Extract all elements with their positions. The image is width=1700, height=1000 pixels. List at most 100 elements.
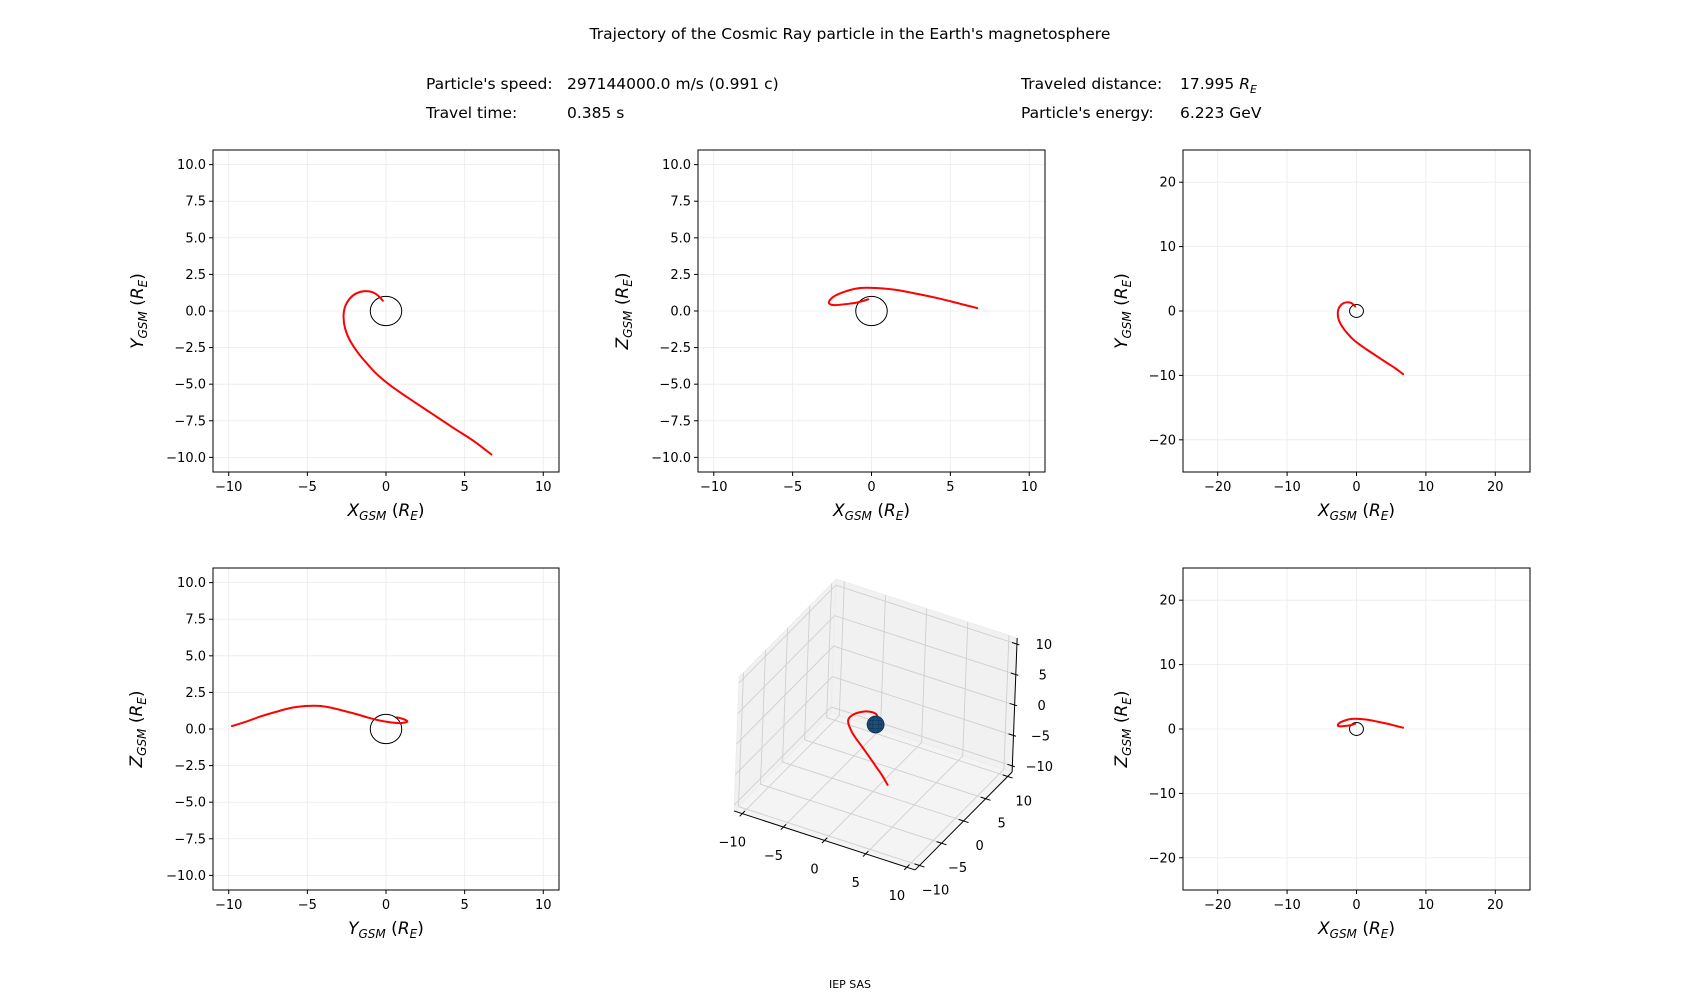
axis-var-subscript: GSM (1120, 728, 1134, 756)
panel-yz-3: −10 −5 0 5 10 −10.0 −7.5 −5.0 −2.5 0.0 2.5 5.0 7.5 10… (127, 567, 560, 941)
axis-var-subscript: GSM (1120, 311, 1134, 339)
x-tick-label: −10 (1273, 480, 1300, 495)
x-tick-label: 0 (382, 480, 390, 495)
figure-title: Trajectory of the Cosmic Ray particle in… (589, 25, 1111, 43)
speed-value: 297144000.0 m/s (0.991 c) (567, 75, 779, 93)
axis-unit-subscript: E (1381, 927, 1389, 941)
axis-unit: R (1112, 287, 1132, 299)
trajectory-line (827, 286, 979, 310)
x-tick-label: −10 (215, 480, 242, 495)
axis-paren-open: ( (128, 299, 148, 311)
y-tick-label: −10.0 (651, 451, 691, 466)
axis-var-subscript: GSM (621, 310, 635, 338)
grid-left-z (737, 615, 836, 714)
energy-label: Particle's energy: (1021, 104, 1154, 122)
trajectory-line (1336, 301, 1404, 376)
y-tick-label: −2.5 (174, 759, 206, 774)
axis-unit-subscript: E (1120, 279, 1134, 287)
axis-unit-subscript: E (136, 279, 150, 287)
x-tick-label: 5 (460, 898, 468, 913)
axis-var-subscript: GSM (1330, 927, 1358, 941)
axis-var-subscript: GSM (359, 509, 387, 523)
x-axis-label: XGSM (RE) (346, 501, 424, 523)
y-tick-label: 0 (1168, 723, 1176, 738)
x-tick-label-3d: 0 (810, 862, 818, 877)
axis-var: X (1317, 501, 1330, 521)
y-tick-label: 10 (1159, 658, 1176, 673)
x-tick-mark-3d (821, 837, 828, 844)
x-tick-label: 10 (1418, 480, 1435, 495)
axis-paren-open: ( (1112, 717, 1132, 729)
grid-back-z (834, 615, 1016, 676)
y-tick-label: 10 (1159, 240, 1176, 255)
x-tick-label: 10 (1418, 898, 1435, 913)
x-tick-label-3d: −5 (764, 849, 783, 864)
y-axis-label: YGSM (RE) (128, 273, 150, 349)
y-tick-label: 5.0 (185, 231, 206, 246)
axis-var: Z (1112, 756, 1132, 769)
z-tick-mark-3d (1011, 642, 1020, 646)
y-tick-label: −7.5 (174, 414, 206, 429)
panel-xy-0: −10 −5 0 5 10 −10.0 −7.5 −5.0 −2.5 0.0 2.5 5.0 7.5 10… (128, 149, 560, 523)
axis-var: Y (128, 337, 148, 349)
y-tick-mark-3d (980, 796, 991, 801)
x-tick-label: 0 (867, 480, 875, 495)
axis-paren-open: ( (872, 501, 884, 521)
earth-circle (855, 295, 888, 327)
axis-var: Y (1112, 337, 1132, 349)
y-tick-mark-3d (936, 841, 947, 846)
z-tick-mark-3d (1010, 672, 1019, 676)
y-tick-mark-3d (914, 863, 925, 868)
grid-back-z (833, 645, 1015, 706)
x-tick-label: 20 (1487, 480, 1504, 495)
x-tick-label: −20 (1204, 898, 1231, 913)
axis-unit: R (613, 287, 633, 299)
axis-unit: R (1112, 705, 1132, 717)
y-tick-label: 7.5 (185, 613, 206, 628)
y-tick-label: 5.0 (185, 649, 206, 664)
axis-paren-close: ) (1388, 501, 1395, 521)
axis-unit: R (1369, 501, 1381, 521)
y-axis-label: YGSM (RE) (1112, 273, 1134, 349)
y-tick-mark-3d (1002, 774, 1013, 779)
panel-xz-1: −10 −5 0 5 10 −10.0 −7.5 −5.0 −2.5 0.0 2.5 5.0 7.5 10… (613, 149, 1046, 523)
grid-floor-y (804, 739, 986, 800)
axis-var-subscript: GSM (845, 509, 873, 523)
axis-paren-close: ) (127, 690, 147, 697)
x-tick-label: −5 (298, 898, 317, 913)
x-tick-label: 10 (535, 480, 552, 495)
axis-unit: R (1369, 919, 1381, 939)
axis-var-subscript: GSM (135, 728, 149, 756)
x-tick-label: 5 (460, 480, 468, 495)
x-axis-label: YGSM (RE) (348, 919, 424, 941)
speed-label: Particle's speed: (426, 75, 553, 93)
y-tick-label: 7.5 (670, 195, 691, 210)
z-tick-label-3d: 5 (1039, 669, 1047, 684)
y-tick-label: −10 (1149, 369, 1176, 384)
y-tick-label: 0.0 (185, 723, 206, 738)
x-tick-label: 5 (946, 480, 954, 495)
footer-credit: IEP SAS (828, 978, 872, 991)
y-tick-label-3d: 5 (998, 817, 1006, 832)
axis-paren-open: ( (127, 717, 147, 729)
x-tick-label: −10 (700, 480, 727, 495)
axis-paren-open: ( (1112, 299, 1132, 311)
axis-paren-open: ( (1357, 919, 1369, 939)
z-tick-label-3d: −10 (1026, 760, 1053, 775)
grid-back-z (831, 706, 1013, 767)
grid-back-z (832, 676, 1014, 736)
x-tick-mark-3d (739, 810, 746, 817)
y-tick-label: −2.5 (659, 341, 691, 356)
x-tick-label: 10 (1021, 480, 1038, 495)
distance-unit: R (1239, 75, 1250, 93)
axis-var: X (832, 501, 845, 521)
x-axis-label: XGSM (RE) (1317, 919, 1395, 941)
axis-paren-close: ) (1112, 273, 1132, 280)
x-tick-label-3d: −10 (719, 836, 746, 851)
y-tick-label: 5.0 (670, 231, 691, 246)
trajectory-line (342, 290, 493, 456)
travel-time-value: 0.385 s (567, 104, 625, 122)
axis-var: X (1317, 919, 1330, 939)
